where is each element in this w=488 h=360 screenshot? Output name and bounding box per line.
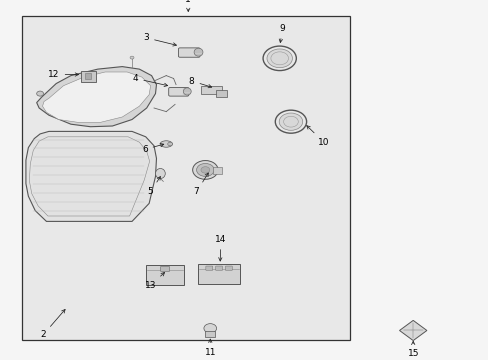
Circle shape bbox=[37, 91, 43, 96]
Polygon shape bbox=[26, 131, 156, 221]
Circle shape bbox=[192, 161, 218, 179]
Text: 2: 2 bbox=[40, 310, 65, 339]
Circle shape bbox=[203, 324, 216, 333]
FancyBboxPatch shape bbox=[205, 266, 212, 270]
Text: 3: 3 bbox=[143, 33, 176, 46]
Text: 15: 15 bbox=[407, 341, 418, 358]
Circle shape bbox=[196, 163, 214, 176]
Text: 13: 13 bbox=[144, 273, 164, 290]
Text: 1: 1 bbox=[185, 0, 191, 12]
Text: 11: 11 bbox=[204, 339, 216, 357]
FancyBboxPatch shape bbox=[145, 265, 184, 285]
FancyBboxPatch shape bbox=[212, 167, 222, 174]
FancyBboxPatch shape bbox=[215, 90, 227, 97]
Ellipse shape bbox=[155, 168, 165, 179]
Text: 4: 4 bbox=[132, 74, 167, 86]
FancyBboxPatch shape bbox=[225, 266, 232, 270]
FancyBboxPatch shape bbox=[197, 264, 239, 284]
FancyBboxPatch shape bbox=[81, 71, 96, 82]
FancyBboxPatch shape bbox=[201, 86, 221, 94]
FancyBboxPatch shape bbox=[168, 87, 188, 96]
Ellipse shape bbox=[167, 142, 172, 146]
Circle shape bbox=[279, 113, 302, 130]
Text: 5: 5 bbox=[147, 176, 160, 196]
Ellipse shape bbox=[160, 141, 172, 147]
FancyBboxPatch shape bbox=[178, 48, 200, 57]
Bar bbox=[22, 16, 349, 340]
Text: 6: 6 bbox=[142, 144, 163, 154]
FancyBboxPatch shape bbox=[160, 266, 169, 271]
FancyBboxPatch shape bbox=[84, 73, 91, 79]
Polygon shape bbox=[42, 72, 150, 122]
Circle shape bbox=[201, 167, 209, 173]
Text: 7: 7 bbox=[193, 173, 208, 196]
Polygon shape bbox=[37, 67, 156, 127]
FancyBboxPatch shape bbox=[215, 266, 222, 270]
Circle shape bbox=[130, 56, 134, 59]
Ellipse shape bbox=[194, 48, 203, 56]
Text: 8: 8 bbox=[188, 77, 211, 88]
Text: 12: 12 bbox=[48, 70, 79, 79]
Text: 10: 10 bbox=[306, 126, 329, 147]
Polygon shape bbox=[399, 320, 426, 341]
Text: 14: 14 bbox=[215, 235, 226, 261]
Circle shape bbox=[266, 49, 292, 68]
FancyBboxPatch shape bbox=[204, 331, 214, 337]
Text: 9: 9 bbox=[279, 24, 285, 42]
Ellipse shape bbox=[183, 88, 191, 95]
